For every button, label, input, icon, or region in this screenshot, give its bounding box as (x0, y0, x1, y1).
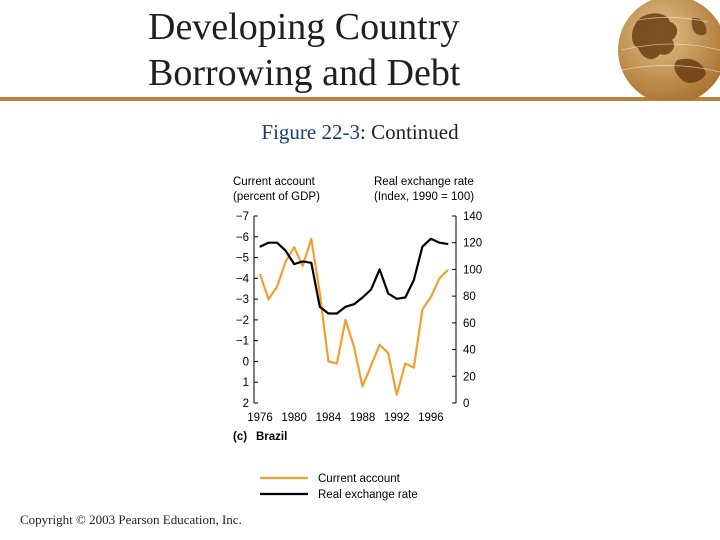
left-tick-label: 1 (243, 377, 249, 389)
x-tick-label: 1976 (247, 412, 273, 424)
data-point-current-account (438, 277, 441, 279)
title-divider (0, 97, 720, 101)
right-tick-label: 140 (463, 211, 482, 223)
right-axis-label-1: Real exchange rate (374, 176, 474, 188)
x-tick-label: 1988 (350, 412, 376, 424)
data-point-real-exchange-rate (285, 250, 287, 252)
data-point-current-account (302, 265, 304, 267)
left-tick-label: 0 (243, 356, 249, 368)
data-point-current-account (285, 261, 287, 263)
data-point-current-account (430, 296, 432, 298)
data-point-real-exchange-rate (267, 242, 270, 244)
series-points-real-exchange-rate (259, 238, 449, 315)
title-line-2: Borrowing and Debt (148, 52, 461, 94)
data-point-real-exchange-rate (353, 303, 355, 305)
data-point-real-exchange-rate (344, 306, 347, 308)
data-point-real-exchange-rate (293, 263, 295, 265)
data-point-current-account (259, 273, 261, 275)
data-point-current-account (267, 298, 270, 300)
data-point-real-exchange-rate (387, 292, 389, 295)
globe-icon (618, 0, 720, 100)
legend: Current account Real exchange rate (260, 473, 418, 501)
left-tick-label: −5 (236, 253, 249, 265)
data-point-real-exchange-rate (421, 246, 423, 248)
data-point-current-account (344, 319, 347, 321)
right-tick-label: 0 (463, 398, 469, 410)
x-axis-ticks: 1976 1980 1984 1988 1992 1996 (247, 412, 444, 424)
data-point-real-exchange-rate (336, 312, 338, 315)
brazil-chart: Current account (percent of GDP) Real ex… (233, 176, 482, 501)
data-point-current-account (421, 308, 423, 311)
left-tick-label: −2 (236, 315, 249, 327)
x-tick-label: 1980 (281, 412, 307, 424)
data-point-real-exchange-rate (302, 260, 304, 263)
left-tick-label: 2 (243, 398, 249, 410)
panel-name: Brazil (256, 431, 287, 443)
left-tick-label: −7 (236, 211, 249, 223)
data-point-current-account (396, 394, 398, 396)
series-line-real-exchange-rate (259, 237, 449, 315)
left-axis-label-2: (percent of GDP) (233, 191, 320, 203)
data-point-current-account (379, 344, 381, 346)
left-tick-label: −4 (236, 273, 250, 285)
data-point-current-account (327, 360, 329, 363)
data-point-real-exchange-rate (413, 279, 415, 281)
left-tick-label: −6 (236, 232, 249, 244)
data-point-real-exchange-rate (430, 238, 432, 240)
data-point-real-exchange-rate (438, 242, 441, 244)
right-tick-label: 20 (463, 371, 476, 383)
left-tick-label: −3 (236, 294, 249, 306)
copyright-notice: Copyright © 2003 Pearson Education, Inc. (20, 512, 242, 527)
data-point-current-account (404, 362, 406, 365)
left-axis-ticks: −7 −6 −5 −4 −3 −2 −1 0 1 2 (236, 211, 258, 410)
right-tick-label: 120 (463, 238, 482, 250)
data-point-current-account (413, 367, 415, 369)
slide-title: Developing Country Borrowing and Debt (148, 4, 568, 96)
right-tick-label: 60 (463, 318, 476, 330)
x-tick-label: 1984 (316, 412, 342, 424)
data-point-real-exchange-rate (276, 242, 278, 244)
data-point-real-exchange-rate (379, 268, 381, 271)
data-point-current-account (370, 365, 372, 367)
data-point-current-account (293, 246, 295, 248)
series-points-current-account (259, 238, 449, 396)
data-point-real-exchange-rate (447, 243, 449, 245)
data-point-real-exchange-rate (396, 298, 398, 300)
figure-suffix: : Continued (359, 120, 459, 144)
data-point-current-account (387, 352, 389, 354)
data-point-real-exchange-rate (327, 312, 329, 315)
left-axis-label-1: Current account (233, 176, 316, 188)
left-tick-label: −1 (236, 336, 249, 348)
data-point-current-account (310, 238, 312, 240)
right-tick-label: 40 (463, 345, 476, 357)
data-point-current-account (361, 385, 364, 387)
panel-letter: (c) (233, 431, 247, 443)
right-axis-ticks: 140 120 100 80 60 40 20 0 (452, 211, 482, 410)
data-point-current-account (319, 292, 321, 294)
data-point-real-exchange-rate (361, 296, 364, 299)
data-point-real-exchange-rate (319, 306, 321, 308)
data-point-current-account (336, 362, 338, 365)
title-line-1: Developing Country (148, 6, 460, 48)
right-axis-label-2: (Index, 1990 = 100) (374, 191, 474, 203)
data-point-current-account (353, 346, 355, 348)
legend-label-current-account: Current account (318, 473, 401, 485)
data-point-real-exchange-rate (310, 262, 312, 264)
x-tick-label: 1996 (418, 412, 444, 424)
data-point-real-exchange-rate (259, 246, 261, 248)
data-point-real-exchange-rate (404, 296, 406, 299)
data-point-current-account (276, 286, 278, 288)
legend-label-real-exchange-rate: Real exchange rate (318, 489, 418, 501)
data-point-real-exchange-rate (370, 288, 372, 291)
figure-label: Figure 22-3 (261, 120, 360, 144)
right-tick-label: 100 (463, 264, 482, 276)
figure-caption: Figure 22-3: Continued (0, 120, 720, 145)
series-line-current-account (258, 237, 449, 396)
data-point-current-account (447, 269, 449, 271)
right-tick-label: 80 (463, 291, 476, 303)
x-tick-label: 1992 (384, 412, 410, 424)
